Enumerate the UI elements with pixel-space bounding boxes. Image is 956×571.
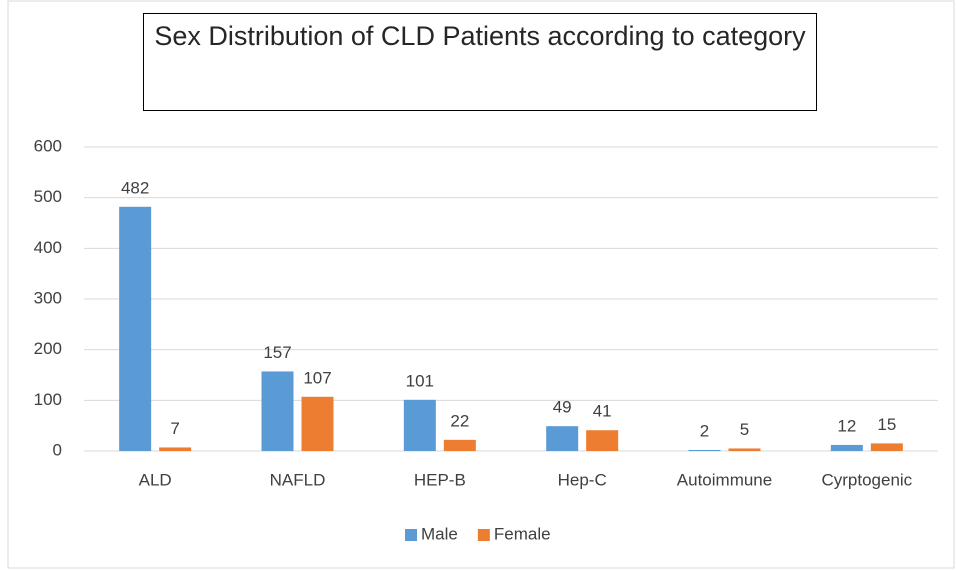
data-label: 15 — [877, 415, 896, 434]
x-tick-label: Autoimmune — [677, 470, 772, 489]
legend-swatch — [477, 529, 490, 541]
y-tick-label: 0 — [53, 440, 62, 459]
y-tick-label: 500 — [34, 187, 62, 206]
data-label: 22 — [450, 411, 469, 430]
data-label: 12 — [837, 416, 856, 435]
bar — [586, 430, 619, 451]
data-label: 101 — [406, 371, 434, 390]
x-tick-label: HEP-B — [414, 470, 466, 489]
legend-swatch — [405, 529, 417, 541]
x-tick-label: Hep-C — [558, 470, 607, 489]
data-label: 41 — [593, 402, 612, 421]
legend-label: Male — [421, 524, 458, 543]
bar — [870, 443, 903, 451]
y-tick-label: 300 — [34, 288, 62, 307]
x-tick-label: NAFLD — [270, 470, 326, 489]
data-label: 157 — [263, 343, 291, 362]
y-tick-label: 100 — [34, 390, 62, 409]
bar — [688, 449, 721, 451]
data-label: 7 — [170, 419, 179, 438]
y-tick-label: 400 — [34, 238, 62, 257]
x-tick-label: Cyrptogenic — [821, 470, 912, 489]
bar — [830, 444, 863, 451]
x-tick-label: ALD — [139, 470, 172, 489]
bar — [728, 448, 761, 451]
bar — [443, 439, 476, 451]
chart-border — [7, 0, 955, 569]
chart-title: Sex Distribution of CLD Patients accordi… — [143, 13, 817, 111]
bar — [119, 206, 152, 451]
bar — [261, 371, 294, 451]
bar — [159, 447, 192, 451]
data-label: 107 — [303, 368, 331, 387]
y-tick-label: 600 — [34, 136, 62, 155]
legend-label: Female — [494, 524, 551, 543]
data-label: 49 — [553, 398, 572, 417]
y-tick-label: 200 — [34, 339, 62, 358]
bar — [546, 426, 579, 451]
data-label: 5 — [740, 420, 749, 439]
bar — [403, 399, 436, 451]
bar — [301, 396, 334, 451]
data-label: 482 — [121, 178, 149, 197]
data-label: 2 — [700, 421, 709, 440]
